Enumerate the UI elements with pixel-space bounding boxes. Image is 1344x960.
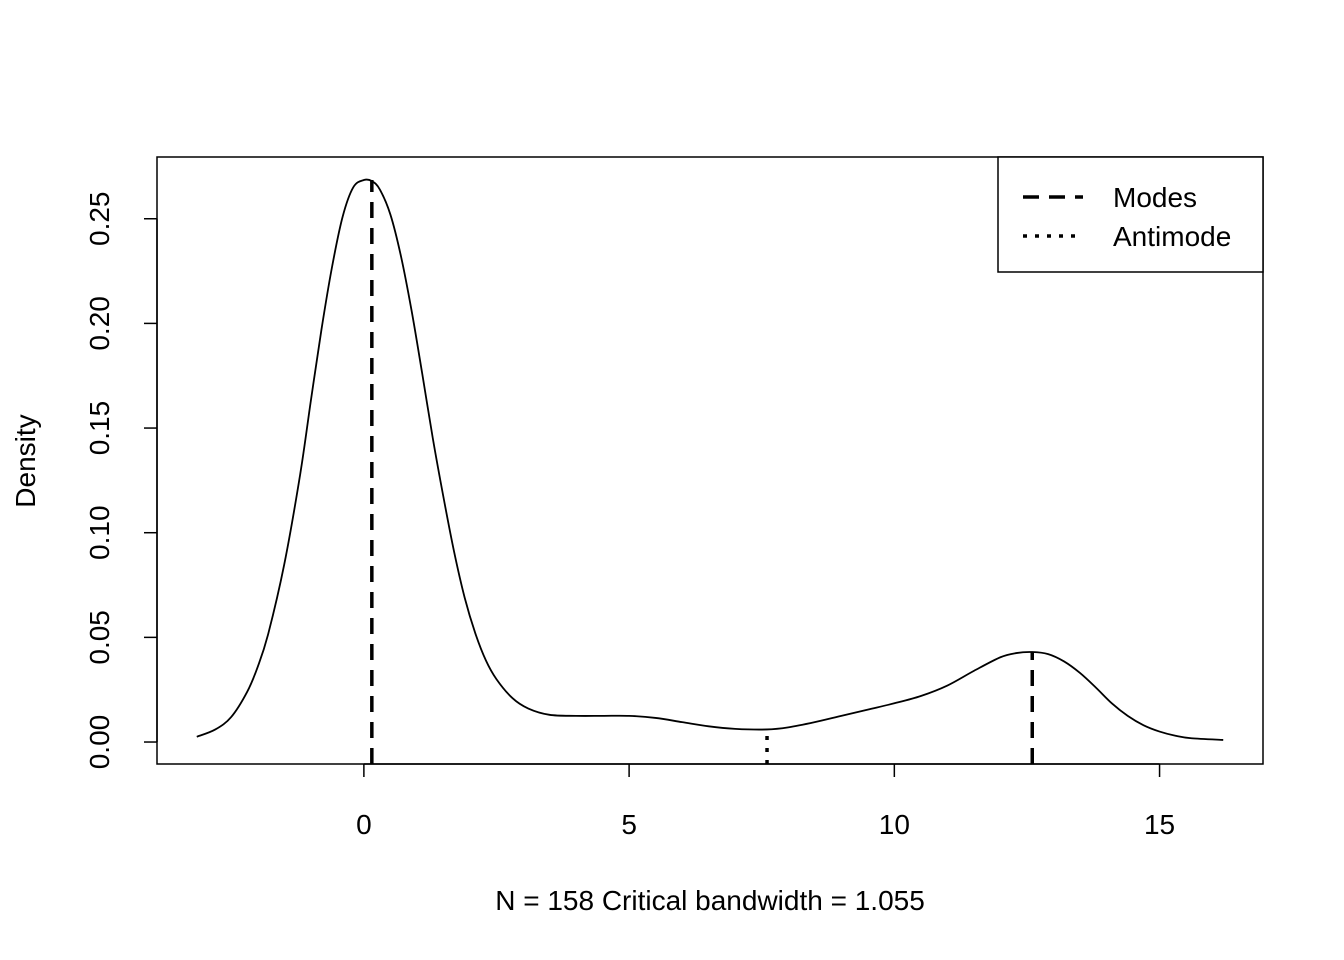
x-tick-label: 10 [879, 809, 910, 840]
mode-antimode-lines [370, 180, 1035, 764]
y-tick-label: 0.20 [84, 296, 115, 351]
y-tick-label: 0.25 [84, 191, 115, 246]
legend-antimode-label: Antimode [1113, 221, 1231, 252]
x-tick-label: 5 [621, 809, 637, 840]
y-tick-label: 0.15 [84, 401, 115, 456]
legend-box [997, 156, 1264, 273]
y-tick-label: 0.00 [84, 715, 115, 770]
x-axis: 0 5 10 15 [356, 763, 1175, 840]
x-axis-label: N = 158 Critical bandwidth = 1.055 [495, 885, 925, 916]
density-curve [196, 178, 1224, 741]
x-tick-label: 15 [1144, 809, 1175, 840]
legend: Modes Antimode [997, 156, 1264, 273]
y-axis-label: Density [10, 414, 41, 507]
y-tick-label: 0.10 [84, 505, 115, 560]
y-axis: 0.00 0.05 0.10 0.15 0.20 0.25 [84, 191, 158, 770]
y-tick-label: 0.05 [84, 610, 115, 665]
legend-modes-label: Modes [1113, 182, 1197, 213]
x-tick-label: 0 [356, 809, 372, 840]
